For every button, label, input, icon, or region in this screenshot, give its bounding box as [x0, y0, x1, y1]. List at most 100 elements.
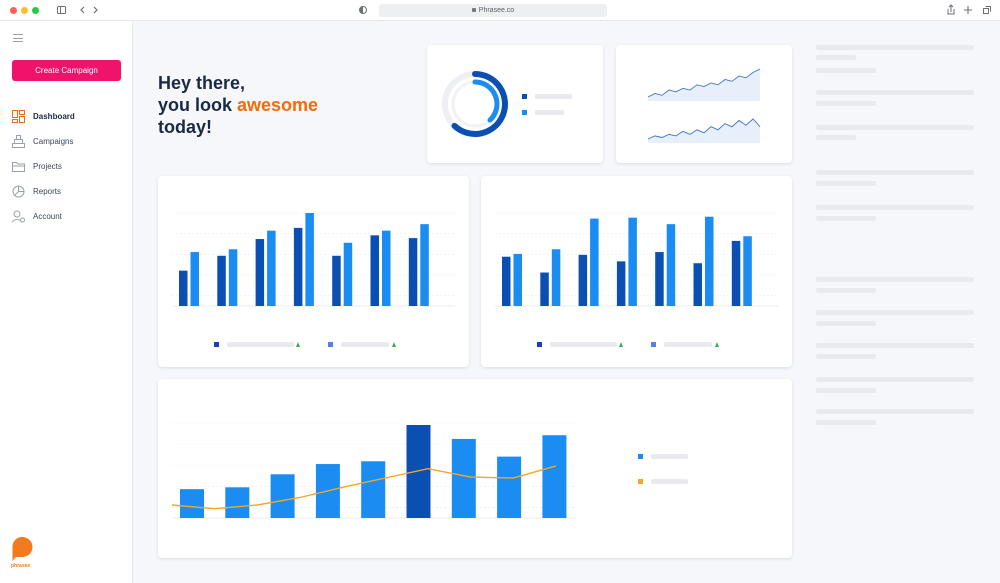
account-icon: [12, 210, 25, 223]
privacy-shield-icon[interactable]: [359, 6, 367, 14]
sparkline-1-line: [647, 68, 761, 98]
browser-title-bar: Phrasee.co: [0, 0, 1000, 21]
bar: [743, 236, 752, 306]
sparkline-2-line: [647, 118, 761, 140]
bar: [497, 456, 522, 518]
reports-icon: [12, 185, 25, 198]
bar-chart-right: [495, 212, 778, 307]
skeleton-line: [816, 377, 974, 382]
sparkline-2-area: [648, 119, 760, 143]
bar: [693, 263, 702, 306]
sidebar-item-dashboard[interactable]: Dashboard: [12, 110, 122, 124]
skeleton-line: [550, 342, 617, 347]
maximize-window-button[interactable]: [32, 7, 39, 14]
skeleton-line: [341, 342, 389, 347]
campaigns-icon: [12, 135, 25, 148]
skeleton-line: [651, 454, 688, 459]
sparkline-chart: [647, 68, 761, 143]
sparkline-1-area: [648, 69, 760, 101]
bar-chart-card-right: [481, 176, 792, 367]
sparkline-card: [616, 45, 792, 163]
bar: [382, 230, 391, 306]
bar-chart-card-left: [158, 176, 469, 367]
sidebar-item-label: Account: [33, 212, 62, 221]
skeleton-line: [664, 342, 712, 347]
share-icon[interactable]: [947, 4, 955, 15]
skeleton-line: [816, 45, 974, 50]
bar: [270, 474, 295, 518]
minimize-window-button[interactable]: [21, 7, 28, 14]
trend-line: [171, 465, 557, 510]
skeleton-line: [816, 205, 974, 210]
bar: [225, 487, 250, 518]
bar: [406, 425, 431, 518]
sidebar-toggle-icon[interactable]: [57, 6, 66, 14]
skeleton-line: [816, 343, 974, 348]
combo-chart-card: [158, 379, 792, 558]
bar: [666, 224, 676, 306]
skeleton-line: [816, 420, 876, 425]
bar: [180, 489, 204, 518]
title-bar-icons: [57, 4, 991, 15]
bar: [451, 438, 476, 518]
bar: [370, 235, 379, 306]
dashboard-icon: [12, 110, 25, 123]
address-bar-url: Phrasee.co: [478, 7, 515, 14]
skeleton-line: [651, 479, 688, 484]
bar: [420, 224, 429, 306]
create-campaign-button[interactable]: Create Campaign: [12, 60, 121, 81]
skeleton-line: [816, 90, 974, 95]
legend-swatch: [214, 342, 219, 347]
new-tab-icon[interactable]: [964, 6, 972, 14]
skeleton-line: [816, 277, 974, 282]
skeleton-line: [816, 288, 876, 293]
bar: [513, 253, 522, 306]
trend-up-icon: [619, 342, 623, 347]
skeleton-line: [816, 354, 876, 359]
skeleton-line: [535, 110, 564, 115]
sidebar-item-account[interactable]: Account: [12, 210, 122, 224]
legend-swatch: [537, 342, 542, 347]
greeting-line-3: today!: [158, 117, 212, 137]
sidebar-item-reports[interactable]: Reports: [12, 185, 122, 199]
bar: [293, 227, 303, 306]
bar-chart-left: [172, 212, 455, 307]
legend-swatch: [522, 110, 527, 115]
menu-icon[interactable]: [13, 34, 23, 45]
bar: [179, 270, 188, 306]
donut-slice: [472, 79, 500, 123]
skeleton-line: [535, 94, 572, 99]
trend-up-icon: [296, 342, 300, 347]
skeleton-line: [816, 55, 856, 60]
back-icon[interactable]: [80, 6, 85, 14]
tab-overview-icon[interactable]: [983, 6, 991, 14]
bar: [616, 261, 626, 306]
legend-swatch: [638, 479, 643, 484]
greeting-line-1: Hey there,: [158, 73, 246, 93]
sidebar-item-campaigns[interactable]: Campaigns: [12, 135, 122, 149]
bar: [255, 239, 265, 306]
skeleton-line: [816, 68, 876, 73]
sidebar-item-projects[interactable]: Projects: [12, 160, 122, 174]
donut-card: [427, 45, 603, 163]
forward-icon[interactable]: [93, 6, 98, 14]
bar: [408, 238, 418, 306]
greeting-heading: Hey there, you look awesome today!: [158, 72, 318, 138]
phrasee-logo: [12, 537, 33, 561]
bar: [705, 216, 714, 306]
bar: [267, 230, 276, 306]
bar: [228, 249, 238, 306]
bar: [578, 254, 588, 306]
trend-up-icon: [715, 342, 719, 347]
skeleton-line: [816, 125, 974, 130]
greeting-line-2: you look awesome: [158, 94, 318, 116]
skeleton-line: [816, 321, 876, 326]
bar: [343, 242, 353, 306]
skeleton-line: [816, 170, 974, 175]
address-bar[interactable]: Phrasee.co: [379, 4, 607, 17]
bar: [361, 461, 386, 518]
close-window-button[interactable]: [10, 7, 17, 14]
skeleton-line: [816, 409, 974, 414]
sidebar-item-label: Campaigns: [33, 137, 74, 146]
